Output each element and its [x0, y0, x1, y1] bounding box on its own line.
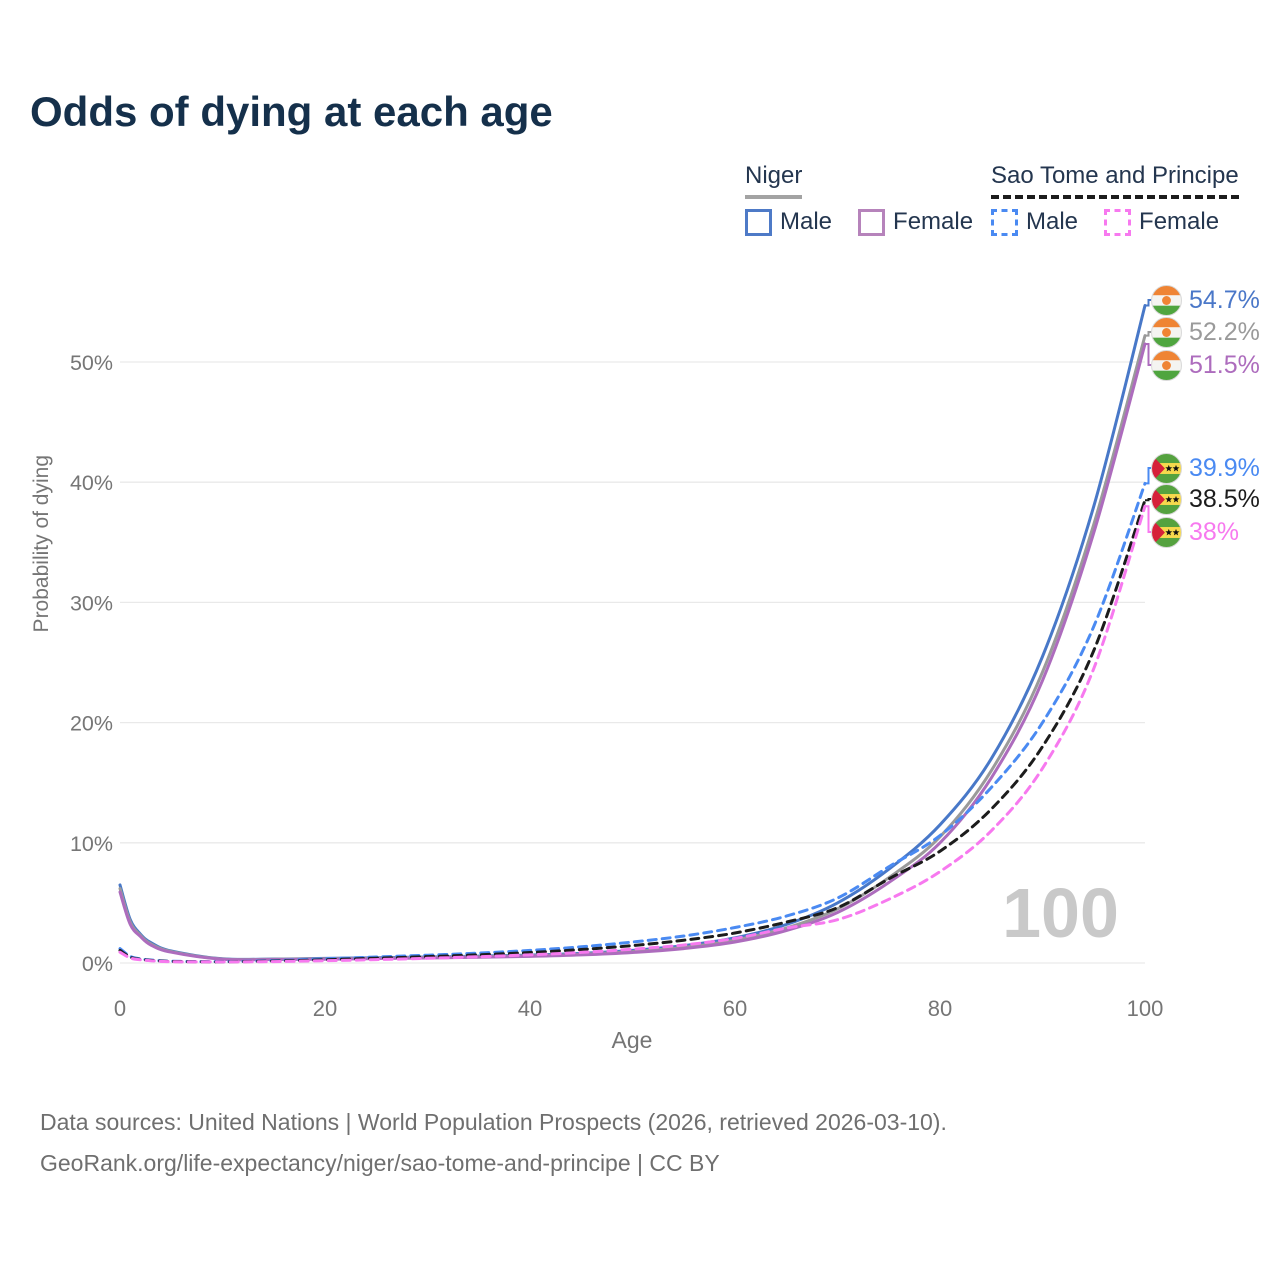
svg-text:0%: 0% [82, 952, 113, 976]
legend-item-niger-female[interactable]: Female [858, 208, 973, 236]
legend-country-sao-tome: Sao Tome and Principe [991, 162, 1239, 199]
end-label-value: 54.7% [1189, 286, 1260, 314]
sao-tome-flag-icon [1151, 483, 1182, 515]
series-lines [118, 304, 1147, 964]
gridlines [120, 361, 1145, 964]
age-counter-watermark: 100 [1002, 874, 1119, 952]
svg-text:40%: 40% [70, 471, 113, 495]
legend-item-label: Male [1026, 208, 1079, 235]
legend-item-label: Male [780, 208, 833, 235]
legend-item-niger-male[interactable]: Male [745, 208, 832, 236]
series-end-label: 51.5% [1151, 349, 1260, 381]
end-label-value: 38% [1189, 518, 1240, 546]
axis-ticks: 0% 10% 20% 30% 40% 50% 0 20 40 60 80 100 [70, 351, 1163, 1021]
niger-flag-icon [1151, 349, 1182, 381]
legend-group-niger: Niger Male Female [745, 162, 999, 236]
niger-flag-icon [1151, 316, 1182, 348]
svg-text:30%: 30% [70, 591, 113, 615]
niger-flag-icon [1151, 284, 1182, 316]
svg-text:50%: 50% [70, 351, 113, 375]
svg-text:100: 100 [1127, 996, 1164, 1021]
legend-item-stp-female[interactable]: Female [1104, 208, 1219, 236]
attribution-note: GeoRank.org/life-expectancy/niger/sao-to… [40, 1150, 720, 1176]
end-label-value: 52.2% [1189, 318, 1260, 346]
legend-item-stp-male[interactable]: Male [991, 208, 1078, 236]
legend-checkbox-niger-male-icon[interactable] [745, 208, 772, 236]
sao-tome-flag-icon [1151, 516, 1182, 548]
svg-text:40: 40 [518, 996, 542, 1021]
page-title: Odds of dying at each age [30, 88, 553, 135]
series-end-label: 38.5% [1151, 483, 1260, 515]
legend-checkbox-stp-female-icon[interactable] [1104, 208, 1132, 236]
legend-checkbox-niger-female-icon[interactable] [858, 208, 886, 236]
series-end-label: 39.9% [1151, 452, 1260, 484]
svg-text:20%: 20% [70, 712, 113, 736]
svg-text:60: 60 [723, 996, 747, 1021]
data-sources-note: Data sources: United Nations | World Pop… [40, 1109, 947, 1135]
svg-text:10%: 10% [70, 832, 113, 856]
svg-text:0: 0 [114, 996, 126, 1021]
series-end-label: 38% [1151, 516, 1239, 548]
end-label-value: 51.5% [1189, 351, 1260, 379]
end-label-value: 39.9% [1189, 454, 1260, 482]
series-end-label: 52.2% [1151, 316, 1260, 348]
svg-text:20: 20 [313, 996, 337, 1021]
legend-item-label: Female [893, 208, 974, 235]
end-label-value: 38.5% [1189, 485, 1260, 513]
legend-country-niger: Niger [745, 162, 803, 199]
x-axis-title: Age [611, 1027, 653, 1053]
sao-tome-flag-icon [1151, 452, 1182, 484]
svg-text:80: 80 [928, 996, 952, 1021]
series-end-label: 54.7% [1151, 284, 1260, 316]
legend-item-label: Female [1139, 208, 1220, 235]
legend-checkbox-stp-male-icon[interactable] [991, 208, 1018, 236]
legend-group-sao-tome: Sao Tome and Principe Male Female [991, 162, 1245, 236]
